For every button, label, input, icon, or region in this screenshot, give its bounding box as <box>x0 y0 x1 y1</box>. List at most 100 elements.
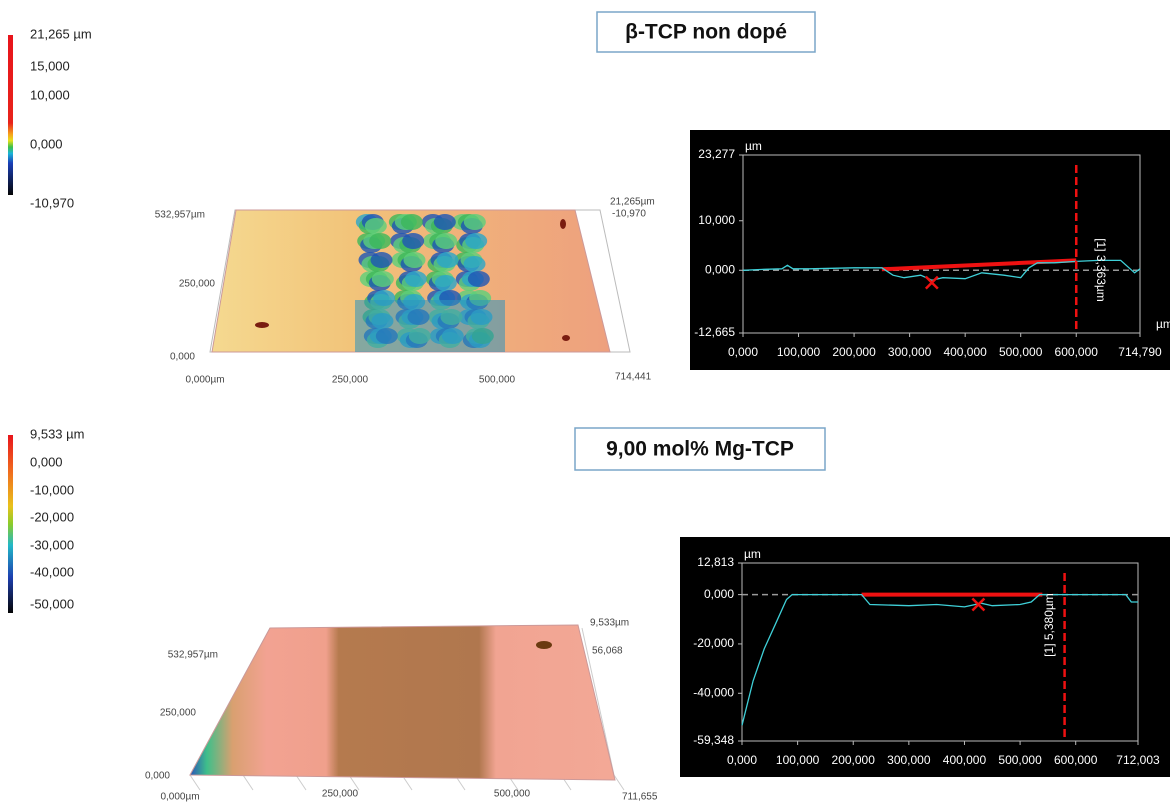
surface-grid <box>189 774 201 791</box>
surface-axis-label: 250,000 <box>160 708 197 719</box>
surface-axis-label: 711,655 <box>622 792 658 803</box>
surface-blot <box>463 214 486 230</box>
y-tick-label: -20,000 <box>693 636 734 650</box>
surface-axis-label: 532,957µm <box>155 210 205 221</box>
cursor-mark <box>971 597 986 612</box>
surface-blot <box>369 233 392 249</box>
x-tick-label: 400,000 <box>943 345 987 359</box>
y-tick-label: 0,000 <box>704 587 734 601</box>
surface-band <box>355 300 505 352</box>
x-tick-label: 500,000 <box>998 753 1042 767</box>
surface-blot <box>463 256 486 272</box>
panel-title: 9,00 mol% Mg-TCP <box>606 438 794 461</box>
surface-blot <box>400 214 423 230</box>
surface-axis-label: 0,000 <box>145 771 170 782</box>
x-tick-label: 200,000 <box>832 345 876 359</box>
y-tick-label: -40,000 <box>693 685 734 699</box>
title-box <box>596 11 816 53</box>
y-tick-label: 23,277 <box>698 147 735 161</box>
cursor-mark <box>924 275 939 290</box>
x-tick-label: 0,000 <box>727 753 757 767</box>
x-tick-label: 500,000 <box>999 345 1043 359</box>
surface-blot <box>434 275 457 291</box>
colorbar-label: 0,000 <box>30 454 63 469</box>
colorbar-label: 9,533 µm <box>30 426 84 441</box>
x-unit: µm <box>1156 317 1173 331</box>
colorbar-label: 10,000 <box>30 87 70 102</box>
colorbar-label: 21,265 µm <box>30 26 92 41</box>
reference-segment <box>881 258 1077 272</box>
y-unit: µm <box>745 139 762 153</box>
surface-blot <box>435 233 458 249</box>
surface-blot <box>371 271 394 287</box>
colorbar-label: 15,000 <box>30 58 70 73</box>
surface-axis-label: 9,533µm <box>590 618 629 629</box>
surface-blot <box>465 233 488 249</box>
y-tick-label: 0,000 <box>705 262 735 276</box>
panel-title: β-TCP non dopé <box>625 21 787 44</box>
surface-axis-label: 21,265µm <box>610 197 655 208</box>
chart-background <box>690 130 1170 370</box>
surface-grid <box>581 627 615 776</box>
x-tick-label: 400,000 <box>943 753 987 767</box>
y-unit: µm <box>744 547 761 561</box>
x-tick-label: 600,000 <box>1055 345 1099 359</box>
y-tick-label: -12,665 <box>694 325 735 339</box>
x-tick-label: 100,000 <box>777 345 821 359</box>
surface-axis-label: 250,000 <box>332 375 369 386</box>
surface-blot <box>370 252 393 268</box>
surface-3d <box>189 624 625 791</box>
plot-frame <box>742 154 1141 334</box>
x-tick-label: 300,000 <box>888 345 932 359</box>
x-tick-label: 600,000 <box>1054 753 1098 767</box>
surface-blot <box>436 252 459 268</box>
surface-blot <box>402 233 425 249</box>
colorbar-label: -10,970 <box>30 195 74 210</box>
y-tick-label: -59,348 <box>693 733 734 747</box>
colorbar-label: 0,000 <box>30 136 63 151</box>
title-box <box>574 427 826 471</box>
surface-axis-label: 56,068 <box>592 646 623 657</box>
surface-axis-label: 532,957µm <box>168 650 218 661</box>
colorbar-label: -40,000 <box>30 564 74 579</box>
y-tick-label: 12,813 <box>697 555 734 569</box>
surface-blot <box>467 271 490 287</box>
surface-axis-label: 250,000 <box>179 279 216 290</box>
surface-grid <box>348 774 360 791</box>
colorbar-label: -10,000 <box>30 482 74 497</box>
profile-line <box>741 593 1138 726</box>
x-tick-label: 712,003 <box>1116 753 1160 767</box>
measure-label: [1] 5,380µm <box>1042 593 1056 657</box>
x-tick-label: 100,000 <box>776 753 820 767</box>
x-tick-label: 200,000 <box>832 753 876 767</box>
surface-grid <box>295 774 307 791</box>
profile-chart: -59,348 -40,000 -20,000 0,000 12,813 0,000 100… <box>680 537 1170 777</box>
colorbar-label: -50,000 <box>30 596 74 611</box>
measure-label: [1] 3,363µm <box>1094 238 1108 302</box>
colorbar <box>8 35 13 195</box>
surface-axis-label: 500,000 <box>479 375 516 386</box>
surface-axis-label: -10,970 <box>612 209 646 220</box>
profile-line <box>742 259 1141 281</box>
surface-grid <box>242 774 254 791</box>
surface-blot <box>433 214 456 230</box>
colorbar-label: -30,000 <box>30 537 74 552</box>
y-tick-label: 10,000 <box>698 213 735 227</box>
surface-axis-label: 0,000µm <box>160 792 199 803</box>
surface-blot <box>404 271 427 287</box>
surface-axis-label: 714,441 <box>615 372 652 383</box>
x-tick-label: 714,790 <box>1118 345 1162 359</box>
surface-grid <box>613 774 625 791</box>
surface-axis-label: 0,000µm <box>185 375 224 386</box>
colorbar <box>8 435 13 613</box>
surface-blot <box>364 218 387 234</box>
plot-frame <box>741 562 1139 742</box>
surface-axis-label: 250,000 <box>322 789 359 800</box>
x-tick-label: 0,000 <box>728 345 758 359</box>
profile-chart: -12,665 0,000 10,000 23,277 0,000 100,000 200,… <box>690 130 1173 370</box>
surface-blot <box>403 252 426 268</box>
surface-axis-label: 500,000 <box>494 789 531 800</box>
surface-axis-label: 0,000 <box>170 352 195 363</box>
